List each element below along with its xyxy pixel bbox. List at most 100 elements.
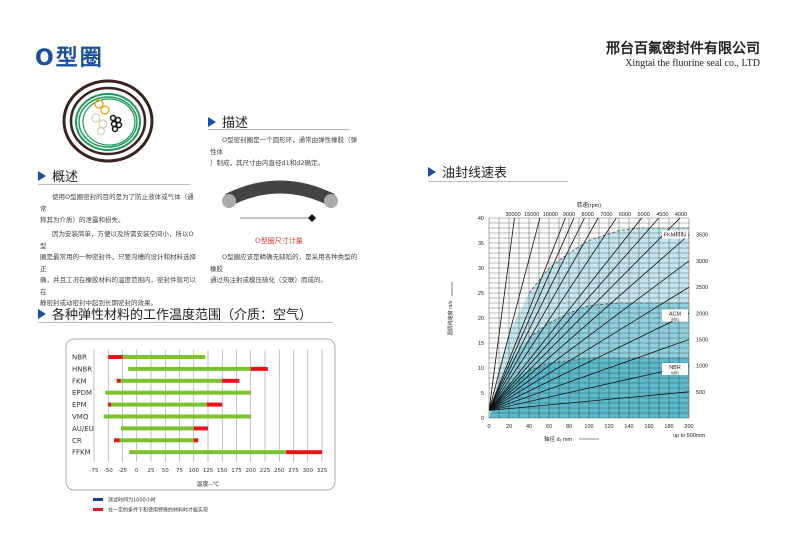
x-tick-label: 25 bbox=[148, 468, 155, 474]
x-tick-label: 275 bbox=[288, 468, 299, 474]
description-paragraph-2: O型圈应该是精确无缺陷的，是采用各种类型的橡胶 通过热注射或模压硫化（交联）而成… bbox=[210, 252, 360, 287]
rpm-line-4500 bbox=[489, 218, 660, 411]
y-tick-label: 10 bbox=[478, 366, 484, 372]
bar-special-CR bbox=[113, 438, 120, 443]
bar-normal-NBR bbox=[122, 355, 206, 359]
rpm-top-label: 5000 bbox=[638, 212, 650, 218]
chart-title: 转速(rpm) bbox=[577, 201, 601, 209]
speed-table-heading-text: 油封线速表 bbox=[442, 166, 508, 181]
triangle-bullet-icon bbox=[38, 308, 46, 319]
legend-swatch bbox=[93, 498, 103, 501]
category-label: NBR bbox=[72, 354, 87, 362]
rpm-line-8000 bbox=[489, 218, 585, 411]
x-axis-note: up to 500mm bbox=[673, 433, 706, 439]
y-tick-label: 40 bbox=[478, 216, 484, 222]
bar-special-HNBR bbox=[250, 366, 268, 371]
bar-special-FFKM bbox=[286, 450, 322, 455]
bar-normal-FKM bbox=[120, 378, 223, 383]
rpm-right-label: 500 bbox=[696, 390, 705, 396]
overview-heading-text: 概述 bbox=[52, 170, 79, 185]
x-tick-label: 100 bbox=[584, 424, 593, 430]
bar-special-CR bbox=[193, 438, 199, 443]
rpm-right-label: 2000 bbox=[696, 311, 708, 317]
x-tick-label: 300 bbox=[303, 468, 314, 474]
region-label: FKM材料 bbox=[664, 231, 687, 239]
region-label-box bbox=[662, 309, 688, 322]
category-label: FFKM bbox=[72, 449, 91, 457]
rpm-line-5000 bbox=[489, 218, 643, 411]
divider bbox=[38, 184, 190, 185]
rpm-top-label: 4000 bbox=[675, 212, 687, 218]
text-line: 使用O型圈密封的目的是为了防止液体或气体（通常 bbox=[40, 193, 194, 213]
y-tick-label: 5 bbox=[481, 391, 484, 397]
rpm-line-7000 bbox=[489, 218, 599, 411]
y-tick-label: 30 bbox=[478, 266, 484, 272]
x-tick-label: -25 bbox=[118, 468, 127, 474]
region-boundary bbox=[528, 357, 689, 371]
category-label: VMQ bbox=[72, 413, 89, 421]
description-heading-text: 描述 bbox=[222, 116, 249, 131]
text-line: ）制成，其尺寸由内直径d1和d2确定。 bbox=[210, 159, 325, 167]
rpm-line-30000 bbox=[489, 218, 515, 411]
bar-special-AU/EU bbox=[193, 426, 208, 431]
x-tick-label: 325 bbox=[317, 468, 328, 474]
bar-special-FKM bbox=[116, 378, 121, 383]
rpm-line-3000 bbox=[489, 260, 689, 411]
x-tick-label: 50 bbox=[162, 468, 169, 474]
bar-special-EPM bbox=[206, 402, 223, 407]
overview-heading: 概述 bbox=[38, 166, 78, 185]
category-label: AU/EU bbox=[72, 425, 94, 433]
company-name-cn: 邢台百氟密封件有限公司 bbox=[606, 41, 760, 57]
x-tick-label: 140 bbox=[624, 424, 633, 430]
triangle-bullet-icon bbox=[208, 116, 216, 127]
text-line: 因为安装简单，方便以及所需安装空间小，所以O型 bbox=[40, 230, 194, 250]
triangle-bullet-icon bbox=[38, 170, 46, 181]
rpm-top-label: 9000 bbox=[563, 212, 575, 218]
x-tick-label: 200 bbox=[684, 424, 693, 430]
x-tick-label: 75 bbox=[176, 468, 183, 474]
temperature-range-chart: -75 -50 -25 0 25 50 75 100 125 150 175 200 225 250 275… bbox=[65, 338, 336, 514]
x-tick-label: 20 bbox=[506, 424, 512, 430]
bar-normal-AU/EU bbox=[120, 426, 194, 431]
bar-special-EPM bbox=[108, 402, 112, 407]
triangle-bullet-icon bbox=[428, 166, 436, 177]
page-title: O型圈 bbox=[35, 46, 104, 71]
y-tick-label: 15 bbox=[478, 341, 484, 347]
x-tick-label: 225 bbox=[260, 468, 271, 474]
y-tick-label: 25 bbox=[478, 291, 484, 297]
o-ring-cross-section-diagram bbox=[222, 180, 338, 222]
bar-normal-HNBR bbox=[128, 366, 251, 371]
x-tick-label: 180 bbox=[664, 424, 673, 430]
rpm-line-1500 bbox=[489, 339, 689, 411]
rpm-top-label: 15000 bbox=[524, 212, 539, 218]
overview-paragraph-1: 使用O型圈密封的目的是为了防止液体或气体（通常 称其为介质）的泄露和损失。 bbox=[40, 192, 200, 227]
legend-swatch bbox=[93, 508, 103, 511]
x-tick-label: 40 bbox=[526, 424, 532, 430]
region-sublabel: 材料 bbox=[671, 370, 679, 376]
divider bbox=[208, 129, 350, 130]
rpm-line-6000 bbox=[489, 218, 617, 411]
rpm-top-label: 30000 bbox=[505, 212, 520, 218]
x-tick-label: 60 bbox=[546, 424, 552, 430]
rpm-line-1000 bbox=[489, 365, 689, 411]
legend-label: 测试时间为1000小时 bbox=[108, 497, 156, 504]
bar-special-NBR bbox=[108, 355, 123, 359]
x-tick-label: 175 bbox=[231, 468, 242, 474]
rpm-right-label: 3500 bbox=[696, 233, 708, 239]
region-boundary bbox=[528, 227, 689, 294]
temp-range-heading-text: 各种弹性材料的工作温度范围（介质：空气） bbox=[52, 308, 313, 323]
rpm-top-label: 6000 bbox=[619, 212, 631, 218]
x-tick-label: 80 bbox=[566, 424, 572, 430]
overview-paragraph-2: 因为安装简单，方便以及所需安装空间小，所以O型 圈是最常用的一种密封件，只要沟槽… bbox=[40, 229, 200, 310]
bar-normal-VMQ bbox=[103, 414, 251, 419]
divider bbox=[428, 181, 568, 182]
rpm-line-4000 bbox=[489, 218, 681, 411]
rpm-line-2500 bbox=[489, 286, 689, 411]
rpm-top-label: 10000 bbox=[543, 212, 558, 218]
x-tick-label: 100 bbox=[189, 468, 200, 474]
rpm-right-label: 3000 bbox=[696, 259, 708, 265]
rpm-line-3500 bbox=[489, 234, 689, 411]
x-tick-label: 160 bbox=[644, 424, 653, 430]
text-line: O型圈应该是精确无缺陷的，是采用各种类型的橡胶 bbox=[210, 253, 358, 273]
